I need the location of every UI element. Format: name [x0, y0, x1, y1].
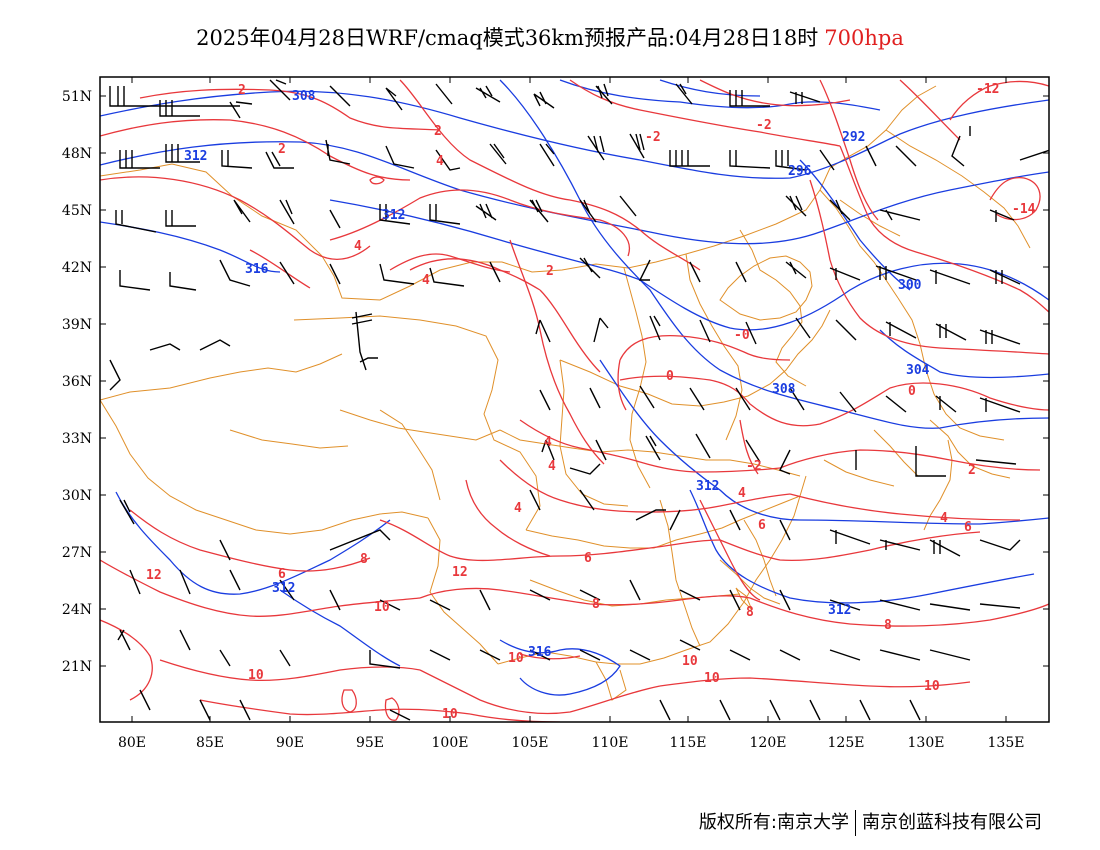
temperature-label: 0 [666, 369, 674, 384]
y-tick-label: 24N [62, 602, 92, 618]
y-tick-label: 30N [62, 488, 92, 504]
temperature-label: 6 [278, 567, 286, 582]
height-label: 296 [788, 164, 812, 179]
x-tick-label: 85E [196, 735, 224, 751]
temperature-label: 2 [238, 83, 246, 98]
pressure-level: 700hpa [824, 26, 904, 50]
temperature-label: -14 [1012, 202, 1036, 217]
map-title: 2025年04月28日WRF/cmaq模式36km预报产品:04月28日18时 7… [0, 22, 1100, 52]
height-label: 312 [184, 149, 207, 164]
footer-divider [855, 810, 856, 836]
temperature-label: 10 [682, 654, 698, 669]
x-tick-label: 80E [118, 735, 146, 751]
temperature-label: 10 [374, 600, 390, 615]
temperature-label: 2 [278, 142, 286, 157]
height-label: 308 [292, 89, 316, 104]
y-tick-label: 51N [62, 89, 92, 105]
x-tick-label: 95E [356, 735, 384, 751]
temperature-label: -2 [645, 130, 661, 145]
temperature-label: -0 [734, 328, 750, 343]
y-tick-label: 33N [62, 431, 92, 447]
temperature-labels: -2 2 2 4 4 4 -2 -12 -14 2 -2 2 -0 0 0 4 … [146, 82, 1036, 722]
temperature-label: 4 [940, 511, 948, 526]
extra-temp-labels: 10 -14 [508, 651, 524, 666]
temperature-label: 8 [884, 618, 892, 633]
height-label: 312 [272, 581, 295, 596]
x-tick-label: 105E [512, 735, 549, 751]
temperature-label: 2 [546, 264, 554, 279]
x-tick-label: 135E [988, 735, 1025, 751]
temperature-label: 6 [584, 551, 592, 566]
temperature-label: 4 [354, 239, 362, 254]
x-tick-label: 115E [670, 735, 707, 751]
x-tick-label: 90E [276, 735, 304, 751]
temperature-contours [100, 79, 1049, 722]
temperature-label: 4 [422, 273, 430, 288]
temperature-label: -12 [976, 82, 999, 97]
temperature-label: 10 [924, 679, 940, 694]
y-tick-label: 21N [62, 659, 92, 675]
height-label: 300 [898, 278, 922, 293]
temperature-label: 12 [452, 565, 468, 580]
y-tick-label: 36N [62, 374, 92, 390]
temperature-label: 10 [508, 651, 524, 666]
y-tick-label: 39N [62, 317, 92, 333]
temperature-label: 6 [758, 518, 766, 533]
y-tick-label: 48N [62, 146, 92, 162]
plot-frame [99, 76, 1050, 723]
y-tick-labels: 51N 48N 45N 42N 39N 36N 33N 30N 27N 24N … [62, 89, 92, 675]
temperature-label: 10 [248, 668, 264, 683]
x-axis [131, 77, 1007, 722]
temperature-label: -2 [756, 118, 772, 133]
height-label: 312 [382, 208, 405, 223]
x-tick-label: 130E [908, 735, 945, 751]
geopotential-labels: 308 312 312 316 312 296 292 300 304 308 … [184, 89, 930, 660]
temperature-label: 8 [592, 597, 600, 612]
temperature-label: 8 [746, 605, 754, 620]
temperature-label: 4 [436, 154, 444, 169]
temperature-label: 4 [738, 486, 746, 501]
x-tick-label: 100E [432, 735, 469, 751]
temperature-label: -2 [746, 459, 762, 474]
x-tick-label: 125E [828, 735, 865, 751]
wind-barbs [109, 79, 1049, 721]
height-label: 316 [245, 262, 269, 277]
x-tick-label: 120E [750, 735, 787, 751]
copyright-owner: 版权所有:南京大学 [698, 812, 849, 833]
temperature-label: 2 [968, 463, 976, 478]
x-tick-label: 110E [592, 735, 629, 751]
geopotential-contours [100, 79, 1049, 696]
height-label: 312 [696, 479, 719, 494]
temperature-label: 0 [908, 384, 916, 399]
temperature-label: 6 [964, 520, 972, 535]
temperature-label: 4 [514, 501, 522, 516]
temperature-label: 12 [146, 568, 162, 583]
copyright-company: 南京创蓝科技有限公司 [862, 812, 1042, 833]
temperature-label: 10 [704, 671, 720, 686]
height-label: 304 [906, 363, 930, 378]
height-label: 292 [842, 130, 865, 145]
y-tick-label: 45N [62, 203, 92, 219]
copyright-footer: 版权所有:南京大学 南京创蓝科技有限公司 [699, 808, 1042, 836]
y-tick-label: 42N [62, 260, 92, 276]
temperature-label: 4 [544, 435, 552, 450]
title-text: 2025年04月28日WRF/cmaq模式36km预报产品:04月28日18时 [196, 26, 819, 50]
height-label: 308 [772, 382, 796, 397]
height-label: 312 [828, 603, 851, 618]
x-tick-labels: 80E 85E 90E 95E 100E 105E 110E 115E 120E… [118, 735, 1025, 751]
height-label: 316 [528, 645, 552, 660]
temperature-label: 8 [360, 552, 368, 567]
y-tick-label: 27N [62, 545, 92, 561]
temperature-label: 2 [434, 124, 442, 139]
temperature-label: 10 [442, 707, 458, 722]
borders [100, 85, 1031, 701]
temperature-label: 4 [548, 459, 556, 474]
y-axis [100, 95, 1049, 667]
